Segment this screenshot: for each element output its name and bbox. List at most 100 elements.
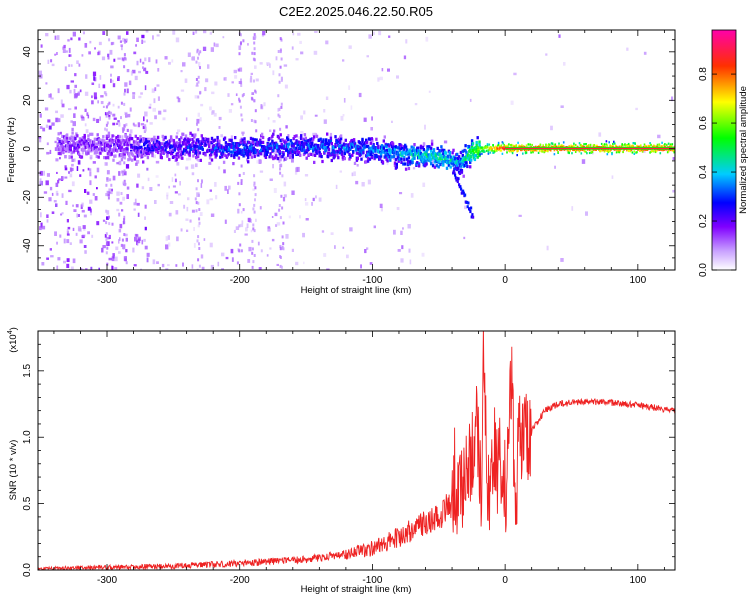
spectrogram-ridge-cell — [150, 137, 153, 141]
spectrogram-speckle — [269, 129, 272, 132]
spectrogram-speckle — [45, 124, 48, 128]
spectrogram-ridge-cell — [361, 140, 364, 144]
spectrogram-speckle — [109, 191, 113, 195]
spectrogram-speckle — [77, 160, 81, 165]
spectrogram-speckle — [85, 268, 88, 270]
spectrogram-speckle — [277, 94, 280, 98]
spectrogram-ridge-cell — [430, 149, 433, 153]
spectrogram-speckle — [304, 198, 307, 202]
spectrogram-speckle — [279, 171, 282, 175]
spectrogram-ridge-cell — [95, 146, 98, 150]
spectrogram-speckle — [215, 43, 219, 48]
spectrogram-speckle — [113, 117, 117, 120]
spectrogram-ridge-cell — [191, 133, 194, 137]
spectrogram-speckle — [260, 249, 263, 253]
spectrogram-speckle — [223, 169, 226, 174]
spectrogram-ridge-cell — [195, 156, 198, 160]
spectrogram-ridge-cell — [351, 153, 354, 157]
spectrogram-speckle — [116, 198, 120, 202]
spectrogram-ridge-cell — [93, 146, 97, 150]
spectrogram-y-tick-label: 0 — [22, 146, 33, 152]
spectrogram-ridge-cell — [574, 143, 577, 147]
spectrogram-ridge-cell — [430, 162, 433, 166]
spectrogram-ridge-cell — [376, 141, 379, 146]
spectrogram-ridge-cell — [420, 156, 424, 160]
snr-x-axis-label: Height of straight line (km) — [301, 584, 412, 595]
spectrogram-ridge-cell — [214, 146, 217, 150]
spectrogram-speckle — [89, 40, 92, 44]
spectrogram-ridge-cell — [235, 142, 239, 146]
spectrogram-speckle — [238, 97, 240, 101]
spectrogram-ridge-cell — [362, 151, 365, 155]
spectrogram-speckle — [142, 125, 146, 130]
spectrogram-speckle — [46, 214, 49, 218]
spectrogram-ridge-cell — [265, 152, 268, 156]
spectrogram-ridge-cell — [603, 144, 606, 147]
spectrogram-ridge-cell — [315, 134, 319, 138]
spectrogram-speckle — [51, 122, 55, 126]
spectrogram-speckle — [66, 84, 70, 90]
spectrogram-speckle — [78, 63, 81, 67]
spectrogram-ridge-cell — [259, 143, 262, 147]
spectrogram-ridge-cell — [499, 149, 502, 152]
spectrogram-speckle — [55, 117, 59, 123]
spectrogram-speckle — [253, 254, 256, 257]
spectrogram-ridge-cell — [606, 149, 609, 152]
spectrogram-speckle — [144, 204, 147, 209]
spectrogram-speckle — [186, 229, 189, 232]
spectrogram-speckle — [191, 209, 195, 213]
spectrogram-ridge-cell — [469, 148, 472, 152]
spectrogram-ridge-cell — [466, 164, 469, 169]
spectrogram-speckle — [41, 262, 45, 266]
spectrogram-tail-cell — [455, 178, 458, 182]
spectrogram-speckle — [70, 64, 73, 67]
spectrogram-speckle — [161, 263, 165, 268]
spectrogram-ridge-cell — [221, 145, 225, 150]
spectrogram-speckle — [223, 77, 227, 81]
spectrogram-ridge-cell — [391, 155, 394, 159]
spectrogram-ridge-cell — [208, 144, 211, 148]
spectrogram-speckle — [291, 158, 294, 163]
spectrogram-ridge-cell — [584, 150, 586, 153]
spectrogram-speckle — [105, 221, 108, 225]
spectrogram-speckle — [68, 54, 72, 57]
spectrogram-speckle — [146, 119, 148, 123]
spectrogram-speckle — [117, 57, 121, 60]
spectrogram-ridge-cell — [223, 153, 227, 157]
spectrogram-ridge-cell — [351, 138, 354, 143]
spectrogram-speckle — [672, 189, 675, 193]
spectrogram-speckle — [105, 162, 108, 166]
spectrogram-speckle — [123, 53, 126, 57]
spectrogram-ridge-cell — [192, 149, 195, 153]
spectrogram-speckle — [237, 181, 240, 185]
spectrogram-speckle — [326, 268, 330, 270]
spectrogram-speckle — [546, 245, 549, 251]
spectrogram-ridge-cell — [339, 137, 343, 141]
spectrogram-speckle — [189, 134, 191, 139]
spectrogram-speckle — [43, 170, 45, 176]
spectrogram-speckle — [228, 109, 232, 113]
spectrogram-ridge-cell — [393, 161, 397, 165]
spectrogram-speckle — [123, 124, 126, 128]
spectrogram-ridge-cell — [291, 150, 294, 154]
spectrogram-speckle — [149, 103, 152, 106]
spectrogram-ridge-cell — [78, 139, 82, 143]
spectrogram-speckle — [56, 52, 58, 55]
spectrogram-speckle — [108, 178, 112, 182]
spectrogram-speckle — [303, 110, 306, 115]
spectrogram-ridge-cell — [548, 144, 550, 147]
spectrogram-ridge-cell — [666, 151, 669, 154]
snr-x-tick-label: -300 — [97, 575, 117, 586]
spectrogram-ridge-cell — [266, 150, 269, 154]
spectrogram-speckle — [128, 80, 132, 86]
snr-y-tick-label: 1.0 — [22, 430, 33, 444]
spectrogram-speckle — [152, 107, 156, 112]
spectrogram-ridge-cell — [300, 136, 303, 141]
spectrogram-ridge-cell — [442, 152, 445, 156]
spectrogram-ridge-cell — [486, 143, 489, 146]
spectrogram-speckle — [283, 158, 285, 162]
spectrogram-speckle — [125, 112, 127, 116]
spectrogram-speckle — [66, 229, 69, 233]
spectrogram-ridge-cell — [196, 153, 200, 157]
